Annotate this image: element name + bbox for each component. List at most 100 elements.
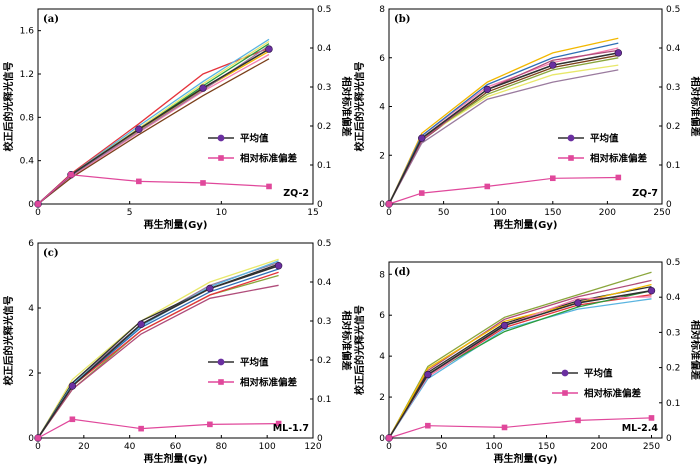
plot-frame [37, 242, 314, 439]
y2-tick-label: 0.2 [666, 364, 680, 374]
legend-rsd-marker [562, 390, 568, 396]
rsd-point [386, 201, 392, 207]
y2-tick-label: 0.2 [666, 122, 680, 132]
legend-mean-marker [561, 369, 569, 377]
mean-point [274, 262, 283, 270]
y-tick-label: 6 [379, 311, 385, 321]
sample-label: ML-1.7 [273, 423, 309, 434]
rsd-point [418, 190, 425, 196]
aliquot-curve [388, 283, 652, 439]
legend-rsd-marker [218, 379, 224, 385]
aliquot-curve [37, 268, 279, 439]
panel-b: 0 50 100 150 200 2500246800.10.20.30.40.5再生剂量… [353, 5, 700, 231]
x-tick-label: 0 [35, 208, 41, 218]
mean-point [137, 320, 145, 328]
y2-tick-label: 0.4 [317, 44, 332, 54]
aliquot-curve [37, 43, 270, 205]
legend-rsd-marker [568, 155, 574, 161]
x-tick-label: 0 [386, 208, 392, 218]
mean-point [418, 134, 426, 142]
legend-mean-label: 平均值 [240, 357, 269, 369]
mean-line [37, 48, 270, 205]
plot-frame [388, 261, 663, 439]
y-axis-title: 校正后的光释光信号 [353, 62, 366, 152]
x-tick-label: 100 [485, 442, 502, 452]
mean-point [647, 286, 656, 295]
mean-point [574, 299, 582, 307]
rsd-point [207, 421, 213, 428]
aliquot-curve [388, 49, 619, 205]
x-tick-label: 150 [538, 442, 555, 452]
panel-label: (d) [394, 267, 410, 278]
mean-point [265, 45, 273, 53]
legend-mean-marker [567, 134, 575, 142]
panel-d: 0 50 100 150 200 250 0 2 4 6 8 0 0.1 0.2 0.3 0.4 0.5 再生剂量… [353, 258, 700, 465]
rsd-point [35, 201, 41, 207]
y-tick-label: 0.8 [20, 113, 35, 123]
x-tick-label: 250 [643, 442, 660, 452]
x-tick-label: 40 [124, 442, 136, 452]
rsd-point [550, 175, 556, 182]
y-tick-label: 4 [379, 352, 385, 362]
mean-point [614, 49, 623, 57]
legend-mean-label: 平均值 [240, 133, 269, 145]
rsd-point [615, 174, 622, 181]
rsd-point [575, 417, 581, 424]
x-tick-label: 15 [307, 208, 318, 218]
aliquot-curve [37, 260, 279, 439]
y2-tick-label: 0 [317, 434, 323, 444]
y2-tick-label: 0 [317, 200, 323, 210]
legend-mean-marker [217, 134, 225, 142]
y-tick-label: 2 [379, 151, 385, 161]
y2-tick-label: 0 [666, 200, 672, 210]
y2-tick-label: 0.2 [317, 356, 331, 366]
x-tick-label: 60 [170, 442, 182, 452]
rsd-point [35, 435, 41, 441]
y2-tick-label: 0.3 [317, 317, 331, 327]
mean-point [199, 84, 207, 92]
y-tick-label: 0 [28, 434, 34, 444]
x-tick-label: 80 [216, 442, 228, 452]
rsd-point [275, 420, 282, 427]
y-tick-label: 2 [379, 393, 385, 403]
y2-tick-label: 0.4 [666, 293, 681, 303]
y-tick-label: 6 [28, 239, 34, 249]
aliquot-curve [37, 284, 279, 439]
aliquot-curve [388, 285, 652, 439]
x-tick-label: 10 [216, 208, 228, 218]
y2-axis-title: 相对标准偏差 [340, 77, 353, 137]
x-tick-label: 0 [35, 442, 41, 452]
y-tick-label: 6 [379, 54, 385, 64]
panel-a: 0 5 10 1500.40.81.21.600.10.20.30.40.5再生剂量(… [2, 5, 353, 231]
y2-tick-label: 0.1 [317, 161, 331, 171]
aliquot-curve [388, 47, 619, 205]
x-tick-label: 20 [78, 442, 90, 452]
x-axis-title: 再生剂量(Gy) [144, 218, 208, 231]
x-tick-label: 5 [127, 208, 133, 218]
rsd-point [138, 425, 144, 432]
y-tick-label: 4 [28, 304, 34, 314]
y2-tick-label: 0.5 [666, 258, 680, 268]
rsd-point [386, 435, 392, 441]
x-axis-title: 再生剂量(Gy) [494, 218, 558, 231]
rsd-line [37, 418, 279, 439]
x-tick-label: 200 [590, 442, 607, 452]
rsd-point [266, 183, 272, 190]
rsd-point [425, 422, 431, 429]
sample-label: ML-2.4 [622, 423, 659, 434]
aliquot-curve [388, 298, 652, 439]
legend-mean-label: 平均值 [584, 368, 613, 380]
y-tick-label: 4 [379, 103, 385, 113]
panel-label: (c) [43, 248, 59, 259]
y-tick-label: 1.2 [20, 70, 34, 80]
mean-point [549, 61, 557, 69]
y2-tick-label: 0.5 [317, 239, 331, 249]
rsd-point [69, 416, 76, 423]
mean-point [68, 382, 77, 390]
legend-rsd-label: 相对标准偏差 [240, 153, 298, 165]
y2-axis-title: 相对标准偏差 [689, 320, 700, 380]
sample-label: ZQ-2 [283, 188, 309, 199]
panel-label: (a) [43, 14, 59, 25]
y2-tick-label: 0.3 [666, 83, 680, 93]
y2-axis-title: 相对标准偏差 [689, 77, 700, 137]
